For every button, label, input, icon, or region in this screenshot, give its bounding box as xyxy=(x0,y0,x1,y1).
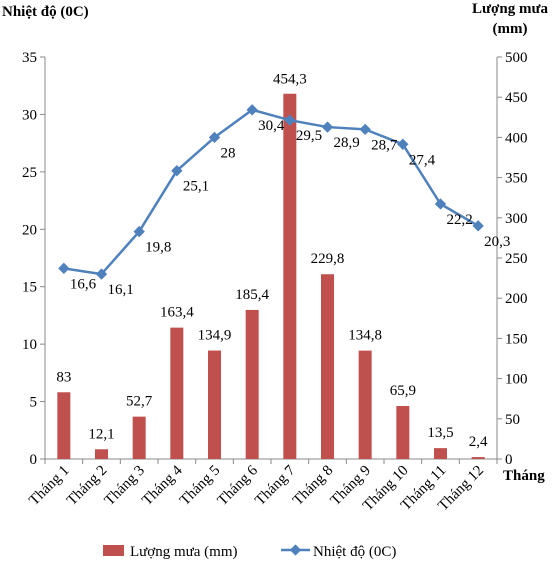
y-left-tick-label: 5 xyxy=(30,395,38,411)
temperature-marker xyxy=(472,220,484,232)
rain-bar xyxy=(245,309,259,459)
y-left-tick-label: 20 xyxy=(22,222,37,238)
rain-data-label: 134,9 xyxy=(198,328,232,344)
temperature-marker xyxy=(171,165,183,177)
y-right-tick-label: 200 xyxy=(505,291,528,307)
x-tick-label: Tháng 6 xyxy=(215,462,262,509)
temperature-marker xyxy=(246,104,258,116)
rain-bar xyxy=(57,392,71,459)
temperature-data-label: 30,4 xyxy=(258,118,285,134)
rain-bar xyxy=(396,406,410,459)
rain-bar xyxy=(358,350,372,459)
temperature-marker xyxy=(321,121,334,133)
temperature-data-label: 28 xyxy=(221,145,236,161)
y-left-tick-label: 30 xyxy=(22,107,37,123)
legend-label-temp: Nhiệt độ (0C) xyxy=(313,544,396,560)
temperature-data-label: 28,9 xyxy=(334,135,360,151)
y-right-axis-title-line2: (mm) xyxy=(493,21,528,37)
y-right-axis-title-line1: Lượng mưa xyxy=(472,1,548,17)
rain-bar xyxy=(170,327,184,459)
temperature-data-label: 16,1 xyxy=(108,282,134,298)
x-tick-label: Tháng 4 xyxy=(139,462,186,509)
y-left-tick-label: 10 xyxy=(22,337,37,353)
y-right-tick-label: 0 xyxy=(505,452,513,468)
rain-data-label: 13,5 xyxy=(427,425,453,441)
y-right-tick-label: 250 xyxy=(505,251,528,267)
rain-bar xyxy=(95,449,108,459)
y-left-axis-title: Nhiệt độ (0C) xyxy=(2,4,89,20)
temperature-marker xyxy=(58,262,70,274)
x-tick-label: Tháng 2 xyxy=(64,463,110,509)
rain-data-label: 163,4 xyxy=(160,305,194,321)
temperature-data-label: 22,2 xyxy=(447,212,473,228)
y-right-tick-label: 100 xyxy=(505,372,528,388)
temperature-data-label: 25,1 xyxy=(183,179,209,195)
rain-data-label: 65,9 xyxy=(390,383,416,399)
rain-data-label: 454,3 xyxy=(273,72,307,88)
y-right-tick-label: 450 xyxy=(505,90,528,106)
rain-bar xyxy=(434,448,447,459)
rain-data-label: 83 xyxy=(56,369,71,385)
x-tick-label: Tháng 8 xyxy=(290,463,336,509)
y-right-tick-label: 400 xyxy=(505,130,528,146)
y-right-tick-label: 300 xyxy=(505,211,528,227)
x-axis-title: Tháng xyxy=(503,468,545,484)
rain-data-label: 134,8 xyxy=(348,328,382,344)
temperature-marker xyxy=(359,123,371,136)
x-tick-label: Tháng 1 xyxy=(26,463,72,509)
temperature-marker xyxy=(434,198,447,210)
rain-bar xyxy=(321,274,334,459)
x-tick-label: Tháng 7 xyxy=(252,462,299,509)
y-left-tick-label: 15 xyxy=(22,280,37,296)
line-series: 16,6 16,1 19,8 25,1 28 30,4 29,5 28,9 28,7 27,4 22… xyxy=(58,104,510,298)
y-right-tick-label: 50 xyxy=(505,412,520,428)
temperature-marker xyxy=(208,131,221,144)
temperature-data-label: 28,7 xyxy=(371,137,398,153)
rain-bar xyxy=(208,350,221,459)
legend-label-rain: Lượng mưa (mm) xyxy=(130,544,238,560)
y-right-tick-label: 150 xyxy=(505,331,528,347)
legend-swatch-temp-marker xyxy=(289,544,302,556)
temperature-data-label: 19,8 xyxy=(145,240,171,256)
temperature-marker xyxy=(133,225,145,238)
rain-data-label: 52,7 xyxy=(126,394,153,410)
rain-bar xyxy=(471,457,485,459)
temperature-data-label: 20,3 xyxy=(484,234,510,250)
temperature-marker xyxy=(397,138,409,150)
y-right-tick-label: 500 xyxy=(505,50,528,66)
y-left-tick-label: 35 xyxy=(22,50,37,66)
temperature-data-label: 16,6 xyxy=(70,276,97,292)
legend: Lượng mưa (mm) Nhiệt độ (0C) xyxy=(103,544,396,560)
x-tick-label: Tháng 3 xyxy=(102,463,148,509)
y-right-tick-label: 350 xyxy=(505,171,528,187)
temperature-line xyxy=(63,108,479,276)
rain-data-label: 185,4 xyxy=(235,287,269,303)
rain-data-label: 12,1 xyxy=(88,426,114,442)
temperature-data-label: 29,5 xyxy=(296,128,322,144)
rain-data-label: 229,8 xyxy=(311,251,345,267)
rain-bar xyxy=(132,416,146,459)
rain-data-label: 2,4 xyxy=(469,434,488,450)
y-left-tick-label: 25 xyxy=(22,165,37,181)
temperature-data-label: 27,4 xyxy=(409,152,436,168)
legend-swatch-rain xyxy=(103,545,124,556)
x-tick-label: Tháng 5 xyxy=(177,463,223,509)
y-left-tick-label: 0 xyxy=(30,452,38,468)
rain-bar xyxy=(283,93,297,459)
axes: 0510152025303505010015020025030035040045… xyxy=(22,50,528,468)
